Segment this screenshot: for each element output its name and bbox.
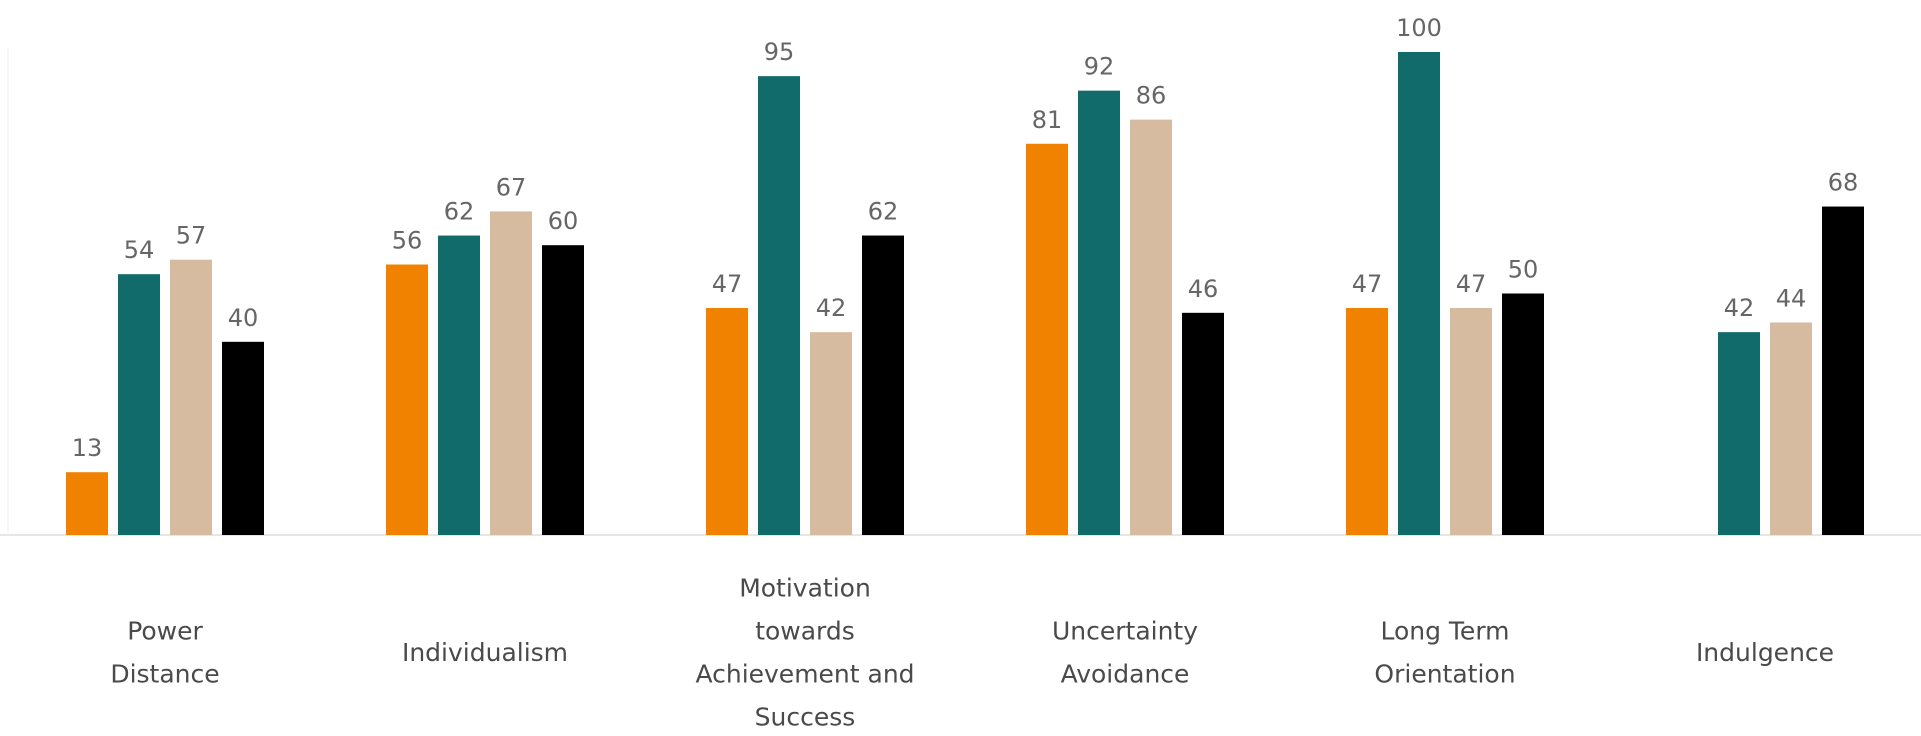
- category-label: Long Term Orientation: [1374, 617, 1515, 689]
- bar: [810, 332, 852, 535]
- category-label-line: Avoidance: [1061, 660, 1190, 689]
- bar: [862, 235, 904, 536]
- category-label: Motivation towards Achievement and Success: [695, 574, 914, 732]
- bar-value-label: 54: [124, 236, 155, 264]
- bar: [1078, 90, 1120, 535]
- category-label-line: towards: [755, 617, 855, 646]
- bar: [1502, 293, 1544, 535]
- bar-value-label: 42: [816, 294, 847, 322]
- bar: [542, 245, 584, 535]
- bar: [1770, 322, 1812, 535]
- bar-value-label: 60: [548, 207, 579, 235]
- category-label: Indulgence: [1696, 638, 1834, 667]
- bar-value-label: 42: [1724, 294, 1755, 322]
- bar: [1026, 143, 1068, 535]
- category-label-line: Long Term: [1380, 617, 1509, 646]
- bar-value-label: 67: [496, 173, 527, 201]
- bar-value-label: 56: [392, 227, 423, 255]
- bar: [1346, 307, 1388, 535]
- bar-value-label: 47: [1456, 270, 1487, 298]
- category-label-line: Individualism: [402, 638, 568, 667]
- bar-value-label: 95: [764, 38, 795, 66]
- bar-value-label: 62: [868, 198, 899, 226]
- category-label-line: Power: [127, 617, 203, 646]
- value-labels-layer: 13 54 57 40 56 62 67 60 47 95 42 62 81 92 86 46 47 100 47 5…: [72, 14, 1859, 462]
- bar-value-label: 62: [444, 198, 475, 226]
- category-label-line: Indulgence: [1696, 638, 1834, 667]
- bar-value-label: 68: [1828, 169, 1859, 197]
- category-label-line: Uncertainty: [1052, 617, 1198, 646]
- category-label-line: Achievement and: [695, 660, 914, 689]
- bar: [222, 341, 264, 535]
- bar: [1822, 206, 1864, 535]
- bar: [438, 235, 480, 536]
- category-label-line: Distance: [110, 660, 219, 689]
- category-label: Uncertainty Avoidance: [1052, 617, 1198, 689]
- bar: [386, 264, 428, 535]
- bar: [1182, 312, 1224, 535]
- bar: [66, 472, 108, 535]
- bar-value-label: 47: [1352, 270, 1383, 298]
- bar-value-label: 57: [176, 222, 207, 250]
- bar-value-label: 40: [228, 304, 259, 332]
- bar-value-label: 47: [712, 270, 743, 298]
- bar-value-label: 86: [1136, 82, 1167, 110]
- bar: [170, 259, 212, 535]
- category-label-line: Motivation: [739, 574, 871, 603]
- bar-value-label: 13: [72, 434, 103, 462]
- bar-value-label: 100: [1396, 14, 1442, 42]
- category-label: Individualism: [402, 638, 568, 667]
- bars-layer: [66, 52, 1864, 536]
- bar-value-label: 81: [1032, 106, 1063, 134]
- bar-value-label: 46: [1188, 275, 1219, 303]
- bar: [1718, 332, 1760, 535]
- bar: [1398, 52, 1440, 535]
- category-labels-layer: Power Distance Individualism Motivation towa…: [110, 574, 1834, 732]
- category-label-line: Orientation: [1374, 660, 1515, 689]
- bar-value-label: 92: [1084, 53, 1115, 81]
- bar: [118, 274, 160, 535]
- category-label-line: Success: [755, 703, 856, 732]
- bar: [490, 211, 532, 535]
- bar: [1450, 307, 1492, 535]
- bar: [1130, 119, 1172, 536]
- bar: [706, 307, 748, 535]
- bar-value-label: 50: [1508, 256, 1539, 284]
- bar-value-label: 44: [1776, 284, 1807, 312]
- category-label: Power Distance: [110, 617, 219, 689]
- bar: [758, 76, 800, 536]
